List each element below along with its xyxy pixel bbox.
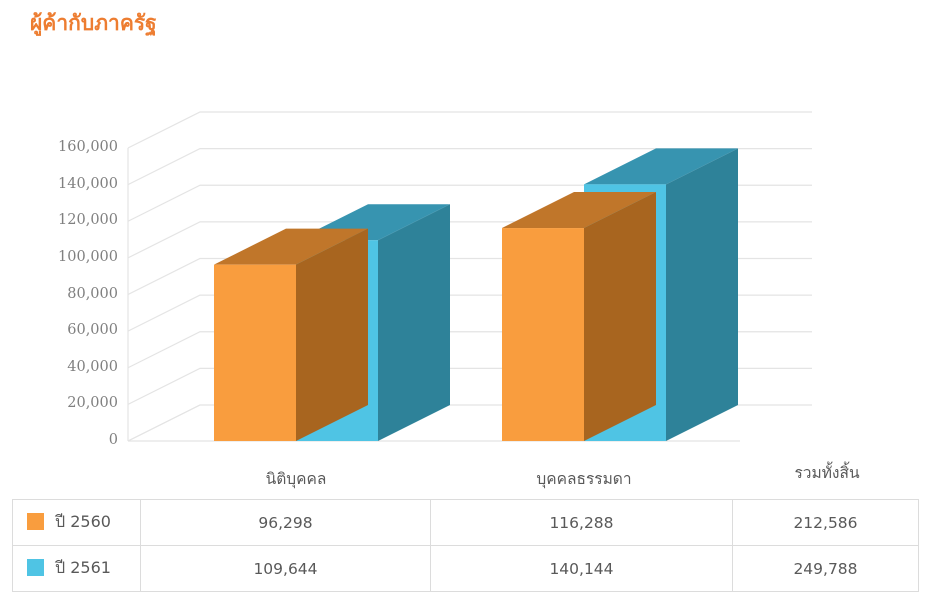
table-header-cell: [732, 455, 919, 500]
legend-swatch-icon: [27, 559, 44, 576]
y-axis-tick-label: 160,000: [58, 139, 118, 155]
bars-layer: [214, 148, 738, 441]
table-header-row: [13, 455, 919, 500]
table-value-cell: 96,298: [140, 499, 431, 546]
table-value-cell: 109,644: [140, 545, 431, 592]
y-axis-tick-label: 80,000: [67, 285, 118, 302]
table-header-cell: [430, 455, 733, 500]
y-axis-tick-label: 60,000: [67, 322, 118, 339]
legend-series-label: ปี 2560: [55, 512, 111, 531]
legend-entry[interactable]: ปี 2560: [12, 499, 141, 546]
data-table: ปี 2560 96,298 116,288 212,586 ปี 2561 109,64…: [12, 455, 919, 592]
table-value-cell: 249,788: [732, 545, 919, 592]
y-axis-tick-label: 40,000: [67, 358, 118, 375]
table-value-cell: 116,288: [430, 499, 733, 546]
legend-swatch-icon: [27, 513, 44, 530]
y-axis-tick-label: 140,000: [58, 175, 118, 192]
y-axis-tick-label: 20,000: [67, 395, 118, 412]
table-value-cell: 212,586: [732, 499, 919, 546]
table-value-cell: 140,144: [430, 545, 733, 592]
table-row: ปี 2561 109,644 140,144 249,788: [12, 545, 919, 592]
chart-svg: [127, 111, 812, 442]
table-header-cell: [140, 455, 431, 500]
page-title: ผู้ค้ากับภาครัฐ: [30, 11, 157, 35]
legend-entry[interactable]: ปี 2561: [12, 545, 141, 592]
y-axis-tick-label: 120,000: [58, 212, 118, 229]
y-axis-tick-labels: 160,000 140,000 120,000 100,000 80,000 60,000…: [0, 0, 118, 470]
legend-series-label: ปี 2561: [55, 558, 111, 577]
chart-plot-area: 160,000 140,000 120,000 100,000 80,000 60,000…: [0, 0, 860, 488]
table-row: ปี 2560 96,298 116,288 212,586: [12, 499, 919, 546]
y-axis-tick-label: 100,000: [58, 248, 118, 265]
y-axis-tick-label: 0: [108, 432, 118, 448]
table-corner-cell: [13, 455, 141, 500]
